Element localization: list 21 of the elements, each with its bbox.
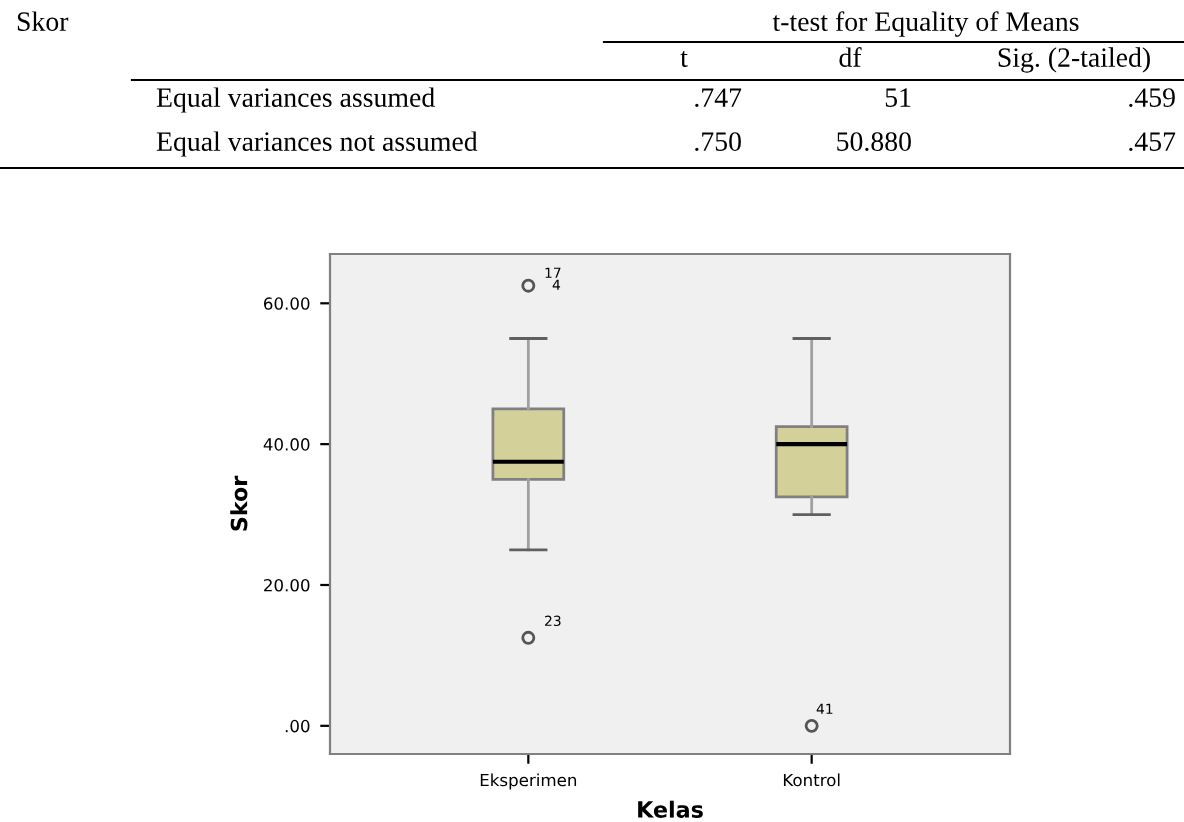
y-tick-label: 20.00 <box>264 578 310 592</box>
text: t-test for Equality of Means <box>772 11 1079 37</box>
text: df <box>839 47 862 67</box>
text: .457 <box>1129 132 1176 152</box>
text: Sig. (2-tailed) <box>998 47 1150 73</box>
text: .747 <box>695 88 742 108</box>
text: Skor <box>17 11 69 31</box>
x-tick-label: Eksperimen <box>480 773 577 790</box>
y-tick-label: 40.00 <box>263 438 310 451</box>
text: t <box>680 51 688 67</box>
text: .750 <box>695 132 741 152</box>
text: .459 <box>1129 88 1175 108</box>
y-tick-label: 60.00 <box>264 297 310 310</box>
y-tick-label: .00 <box>285 719 310 733</box>
x-axis-title: Kelas <box>638 800 703 818</box>
text: Equal variances not assumed <box>156 131 478 157</box>
text: 50.880 <box>837 132 911 152</box>
text: 51 <box>885 88 911 107</box>
y-axis-title: Skor <box>230 475 248 531</box>
text: Equal variances assumed <box>156 87 435 113</box>
x-tick-label: Kontrol <box>783 773 840 787</box>
